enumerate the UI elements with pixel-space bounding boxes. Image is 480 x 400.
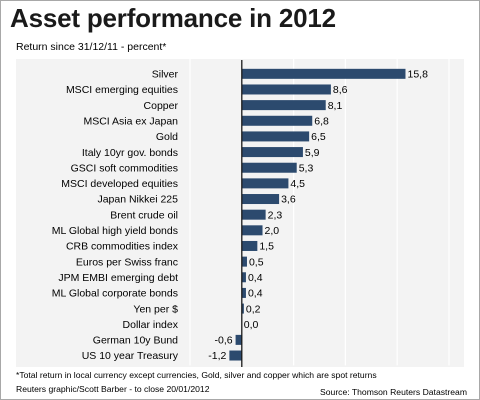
- category-label: ML Global corporate bonds: [52, 288, 178, 300]
- bar: [241, 178, 289, 189]
- value-label: 6,5: [311, 131, 326, 143]
- category-label: Copper: [144, 100, 179, 112]
- value-label: -0,6: [214, 335, 232, 347]
- category-label: Brent crude oil: [110, 209, 178, 221]
- value-label: 8,1: [328, 100, 343, 112]
- value-label: 5,9: [305, 147, 320, 159]
- bar: [241, 115, 313, 126]
- category-label: Silver: [152, 69, 179, 81]
- value-label: 0,4: [248, 272, 263, 284]
- category-label: CRB commodities index: [66, 241, 179, 253]
- category-label: Japan Nikkei 225: [97, 194, 178, 206]
- value-label: -1,2: [208, 350, 226, 362]
- bar: [241, 209, 266, 220]
- bar: [229, 350, 242, 361]
- category-label: GSCI soft commodities: [71, 162, 178, 174]
- chart-title: Asset performance in 2012: [10, 3, 336, 33]
- credit-line: Reuters graphic/Scott Barber - to close …: [16, 384, 210, 394]
- category-label: German 10y Bund: [93, 335, 178, 347]
- bar: [241, 162, 297, 173]
- category-label: Euros per Swiss franc: [76, 256, 178, 268]
- footnote: *Total return in local currency except c…: [16, 370, 377, 380]
- bar-chart: Silver 15,8 MSCI emerging equities 8,6 Coppe…: [52, 59, 450, 367]
- category-label: Yen per $: [133, 303, 178, 315]
- value-label: 2,3: [268, 209, 283, 221]
- bar: [241, 147, 303, 158]
- value-label: 0,2: [246, 303, 261, 315]
- category-label: ML Global high yield bonds: [52, 225, 178, 237]
- bar: [241, 272, 246, 283]
- value-label: 6,8: [314, 115, 329, 127]
- bar: [241, 194, 280, 205]
- bar: [241, 225, 263, 236]
- bar: [241, 287, 246, 298]
- value-label: 0,0: [244, 319, 259, 331]
- category-label: US 10 year Treasury: [82, 350, 179, 362]
- value-label: 3,6: [281, 194, 296, 206]
- value-label: 4,5: [290, 178, 305, 190]
- bar: [241, 256, 247, 267]
- category-label: MSCI emerging equities: [66, 84, 178, 96]
- value-label: 5,3: [299, 162, 314, 174]
- value-label: 15,8: [407, 69, 428, 81]
- value-label: 8,6: [333, 84, 348, 96]
- category-label: Gold: [156, 131, 178, 143]
- value-label: 1,5: [259, 241, 274, 253]
- category-label: MSCI Asia ex Japan: [83, 115, 178, 127]
- bar: [235, 334, 242, 345]
- plot-area: Silver 15,8 MSCI emerging equities 8,6 Coppe…: [16, 59, 464, 367]
- chart-subtitle: Return since 31/12/11 - percent*: [16, 41, 167, 53]
- bar: [241, 240, 258, 251]
- bar: [241, 303, 244, 314]
- bar: [241, 84, 331, 95]
- value-label: 2,0: [265, 225, 280, 237]
- category-label: JPM EMBI emerging debt: [58, 272, 178, 284]
- category-label: Italy 10yr gov. bonds: [82, 147, 178, 159]
- value-label: 0,4: [248, 288, 263, 300]
- bar: [241, 131, 310, 142]
- source-line: Source: Thomson Reuters Datastream: [320, 387, 467, 397]
- value-label: 0,5: [249, 256, 264, 268]
- bar: [241, 68, 406, 79]
- category-label: MSCI developed equities: [61, 178, 178, 190]
- bar: [241, 100, 326, 111]
- category-label: Dollar index: [123, 319, 179, 331]
